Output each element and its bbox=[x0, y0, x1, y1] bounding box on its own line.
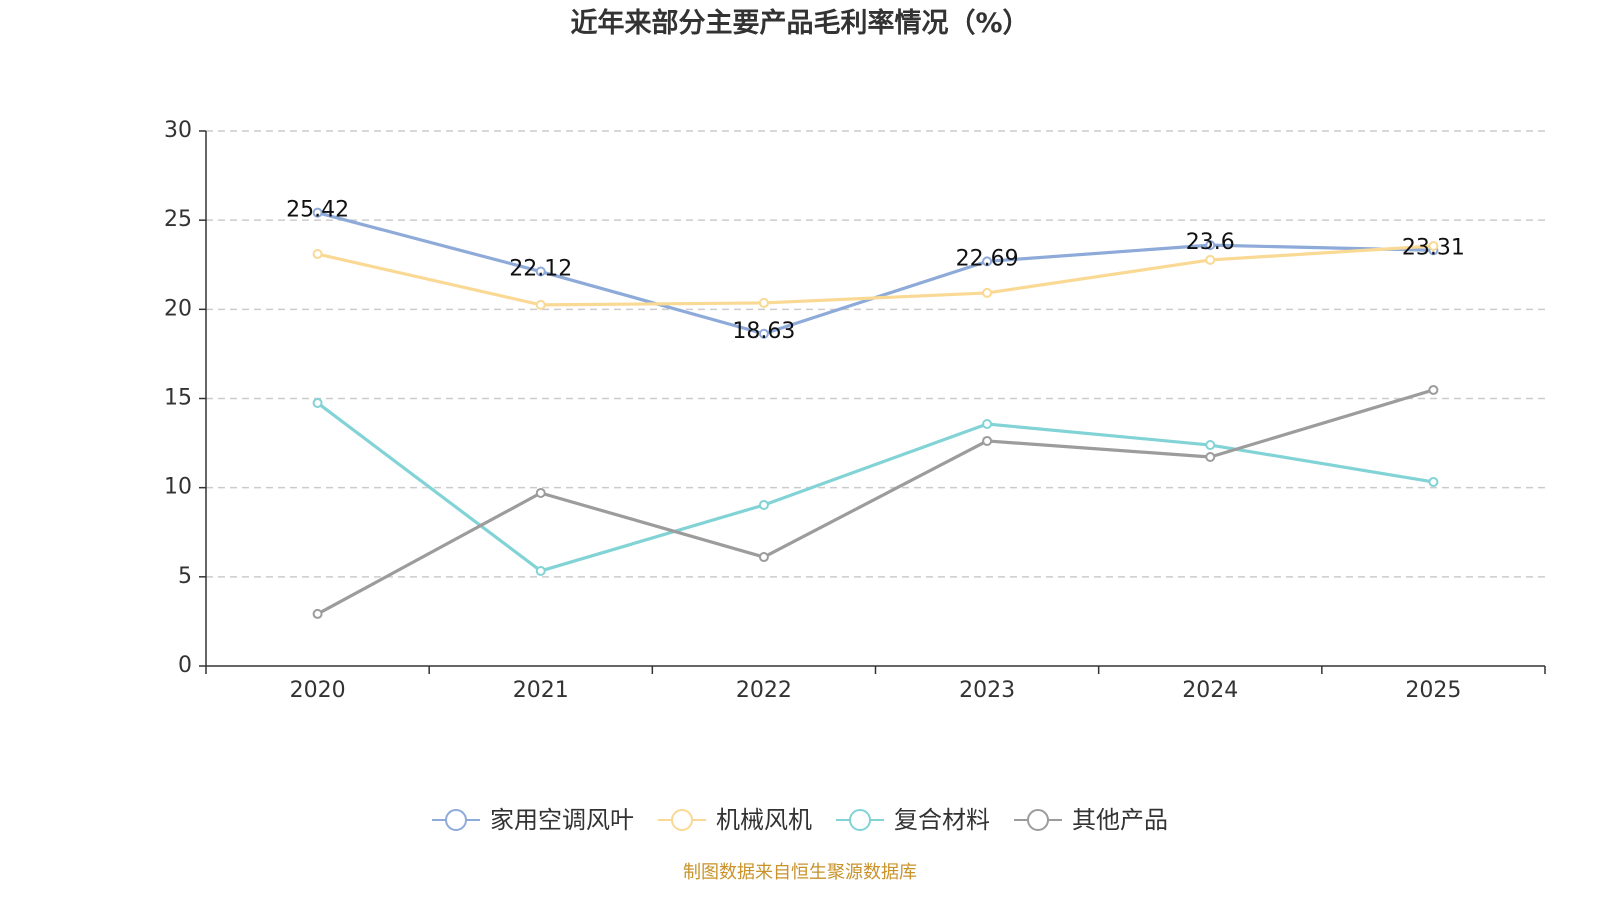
legend-label: 家用空调风叶 bbox=[490, 806, 634, 834]
data-point[interactable] bbox=[1205, 240, 1216, 251]
data-point[interactable] bbox=[758, 297, 769, 308]
y-tick-label: 10 bbox=[164, 475, 192, 500]
grid-lines bbox=[206, 130, 1545, 578]
x-tick-label: 2023 bbox=[959, 678, 1015, 703]
data-labels: 25.42 22.12 18.63 22.69 23.6 23.31 bbox=[286, 198, 1465, 344]
data-label: 25.42 bbox=[286, 198, 349, 223]
y-axis: 0 5 10 15 20 25 30 bbox=[164, 118, 207, 678]
legend-label: 机械风机 bbox=[716, 806, 812, 834]
x-axis: 2020 2021 2022 2023 2024 2025 bbox=[205, 665, 1546, 703]
data-point[interactable] bbox=[312, 608, 323, 619]
data-point[interactable] bbox=[1205, 440, 1216, 451]
data-point[interactable] bbox=[758, 499, 769, 510]
legend-item-series-1[interactable]: 机械风机 bbox=[658, 802, 812, 838]
data-point[interactable] bbox=[758, 328, 769, 339]
data-point[interactable] bbox=[1428, 476, 1439, 487]
data-point[interactable] bbox=[1428, 384, 1439, 395]
data-point[interactable] bbox=[1205, 254, 1216, 265]
data-label: 23.6 bbox=[1186, 230, 1235, 255]
legend-label: 其他产品 bbox=[1072, 806, 1168, 834]
series-1 bbox=[312, 241, 1439, 310]
data-point[interactable] bbox=[982, 435, 993, 446]
y-tick-label: 30 bbox=[164, 118, 192, 143]
y-tick-label: 15 bbox=[164, 386, 192, 411]
source-note: 制图数据来自恒生聚源数据库 bbox=[683, 862, 917, 883]
data-label: 22.12 bbox=[509, 257, 572, 282]
series-line bbox=[315, 244, 1436, 307]
series-group bbox=[312, 207, 1439, 619]
legend-item-series-0[interactable]: 家用空调风叶 bbox=[432, 802, 634, 838]
legend-line-circle-icon bbox=[432, 809, 480, 831]
series-2 bbox=[312, 397, 1439, 576]
y-tick-label: 20 bbox=[164, 296, 192, 321]
legend-line-circle-icon bbox=[1014, 809, 1062, 831]
legend-item-series-2[interactable]: 复合材料 bbox=[836, 802, 990, 838]
legend-line-circle-icon bbox=[836, 809, 884, 831]
x-tick-label: 2025 bbox=[1405, 678, 1461, 703]
legend-item-series-3[interactable]: 其他产品 bbox=[1014, 802, 1168, 838]
chart-title: 近年来部分主要产品毛利率情况（%） bbox=[570, 8, 1030, 39]
data-point[interactable] bbox=[312, 207, 323, 218]
x-tick-label: 2022 bbox=[736, 678, 792, 703]
y-tick-label: 5 bbox=[178, 564, 192, 589]
data-label: 22.69 bbox=[956, 246, 1019, 271]
data-point[interactable] bbox=[982, 419, 993, 430]
legend-line-circle-icon bbox=[658, 809, 706, 831]
legend: 家用空调风叶 机械风机 复合材料 其他产品 bbox=[0, 802, 1600, 838]
data-point[interactable] bbox=[535, 565, 546, 576]
x-tick-label: 2020 bbox=[290, 678, 346, 703]
data-point[interactable] bbox=[312, 249, 323, 260]
y-tick-label: 0 bbox=[178, 653, 192, 678]
data-point[interactable] bbox=[982, 256, 993, 267]
data-point[interactable] bbox=[758, 552, 769, 563]
series-line bbox=[315, 211, 1436, 336]
x-tick-label: 2021 bbox=[513, 678, 569, 703]
data-label: 18.63 bbox=[732, 319, 795, 344]
data-point[interactable] bbox=[312, 397, 323, 408]
data-point[interactable] bbox=[535, 488, 546, 499]
data-point[interactable] bbox=[982, 287, 993, 298]
data-point[interactable] bbox=[1428, 241, 1439, 252]
x-tick-label: 2024 bbox=[1182, 678, 1238, 703]
series-line bbox=[315, 401, 1436, 573]
legend-label: 复合材料 bbox=[894, 806, 990, 834]
data-point[interactable] bbox=[535, 266, 546, 277]
data-point[interactable] bbox=[535, 299, 546, 310]
series-line bbox=[315, 388, 1436, 616]
y-tick-label: 25 bbox=[164, 207, 192, 232]
data-point[interactable] bbox=[1205, 451, 1216, 462]
data-label: 23.31 bbox=[1402, 235, 1465, 260]
series-0 bbox=[312, 207, 1439, 339]
series-3 bbox=[312, 384, 1439, 619]
